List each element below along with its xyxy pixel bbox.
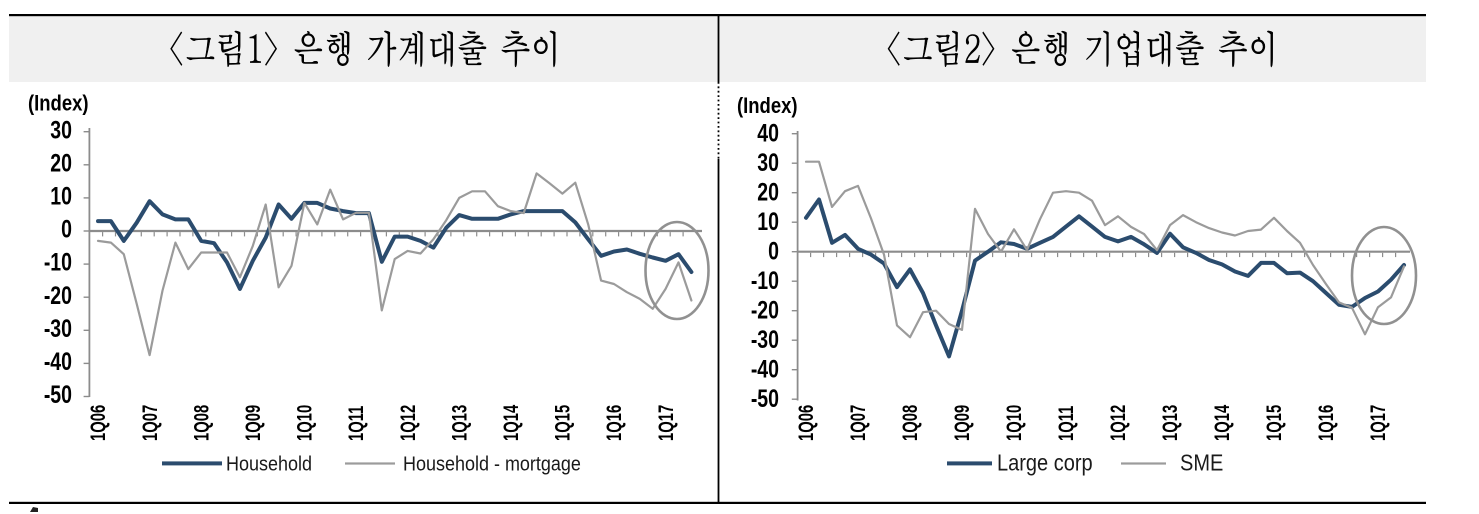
svg-text:(Index): (Index) [737,95,798,119]
svg-text:1Q12: 1Q12 [1107,405,1130,441]
svg-text:-20: -20 [751,296,779,324]
svg-text:1Q07: 1Q07 [138,405,161,441]
svg-text:0: 0 [768,237,779,265]
svg-text:1Q10: 1Q10 [1003,405,1026,441]
svg-text:Large corp: Large corp [997,449,1093,476]
svg-text:-50: -50 [44,381,72,409]
svg-text:1Q17: 1Q17 [1367,405,1390,441]
svg-text:30: 30 [50,116,72,144]
svg-text:1Q08: 1Q08 [899,405,922,441]
svg-text:-10: -10 [751,266,779,294]
svg-text:1Q15: 1Q15 [1263,405,1286,441]
svg-text:Household - mortgage: Household - mortgage [403,452,581,475]
svg-text:1Q14: 1Q14 [500,405,523,441]
svg-text:-30: -30 [44,314,72,342]
svg-text:1Q09: 1Q09 [951,405,974,441]
svg-text:1Q11: 1Q11 [345,406,368,441]
svg-text:-20: -20 [44,281,72,309]
svg-text:40: 40 [757,119,779,147]
svg-text:0: 0 [61,215,72,243]
svg-text:1Q13: 1Q13 [1159,405,1182,441]
svg-text:(Index): (Index) [28,92,89,116]
svg-text:1Q17: 1Q17 [654,405,677,441]
svg-text:1Q11: 1Q11 [1055,406,1078,441]
svg-text:-40: -40 [44,348,72,376]
svg-text:1Q06: 1Q06 [87,405,110,441]
svg-text:Household: Household [226,452,312,475]
svg-text:1Q16: 1Q16 [603,405,626,441]
svg-text:-40: -40 [751,355,779,383]
svg-text:1Q16: 1Q16 [1315,405,1338,441]
svg-text:10: 10 [757,207,779,235]
svg-text:1Q13: 1Q13 [448,405,471,441]
svg-text:-30: -30 [751,325,779,353]
svg-text:-50: -50 [751,384,779,412]
svg-text:1Q15: 1Q15 [551,405,574,441]
svg-text:1Q14: 1Q14 [1211,405,1234,441]
svg-text:1Q09: 1Q09 [242,405,265,441]
svg-text:SME: SME [1180,449,1223,476]
svg-text:20: 20 [50,149,72,177]
svg-text:20: 20 [757,178,779,206]
svg-text:1Q12: 1Q12 [396,405,419,441]
svg-text:1Q07: 1Q07 [847,405,870,441]
svg-text:1Q10: 1Q10 [293,405,316,441]
svg-text:30: 30 [757,148,779,176]
svg-text:1Q08: 1Q08 [190,405,213,441]
svg-text:1Q06: 1Q06 [795,405,818,441]
svg-text:10: 10 [50,182,72,210]
svg-text:-10: -10 [44,248,72,276]
